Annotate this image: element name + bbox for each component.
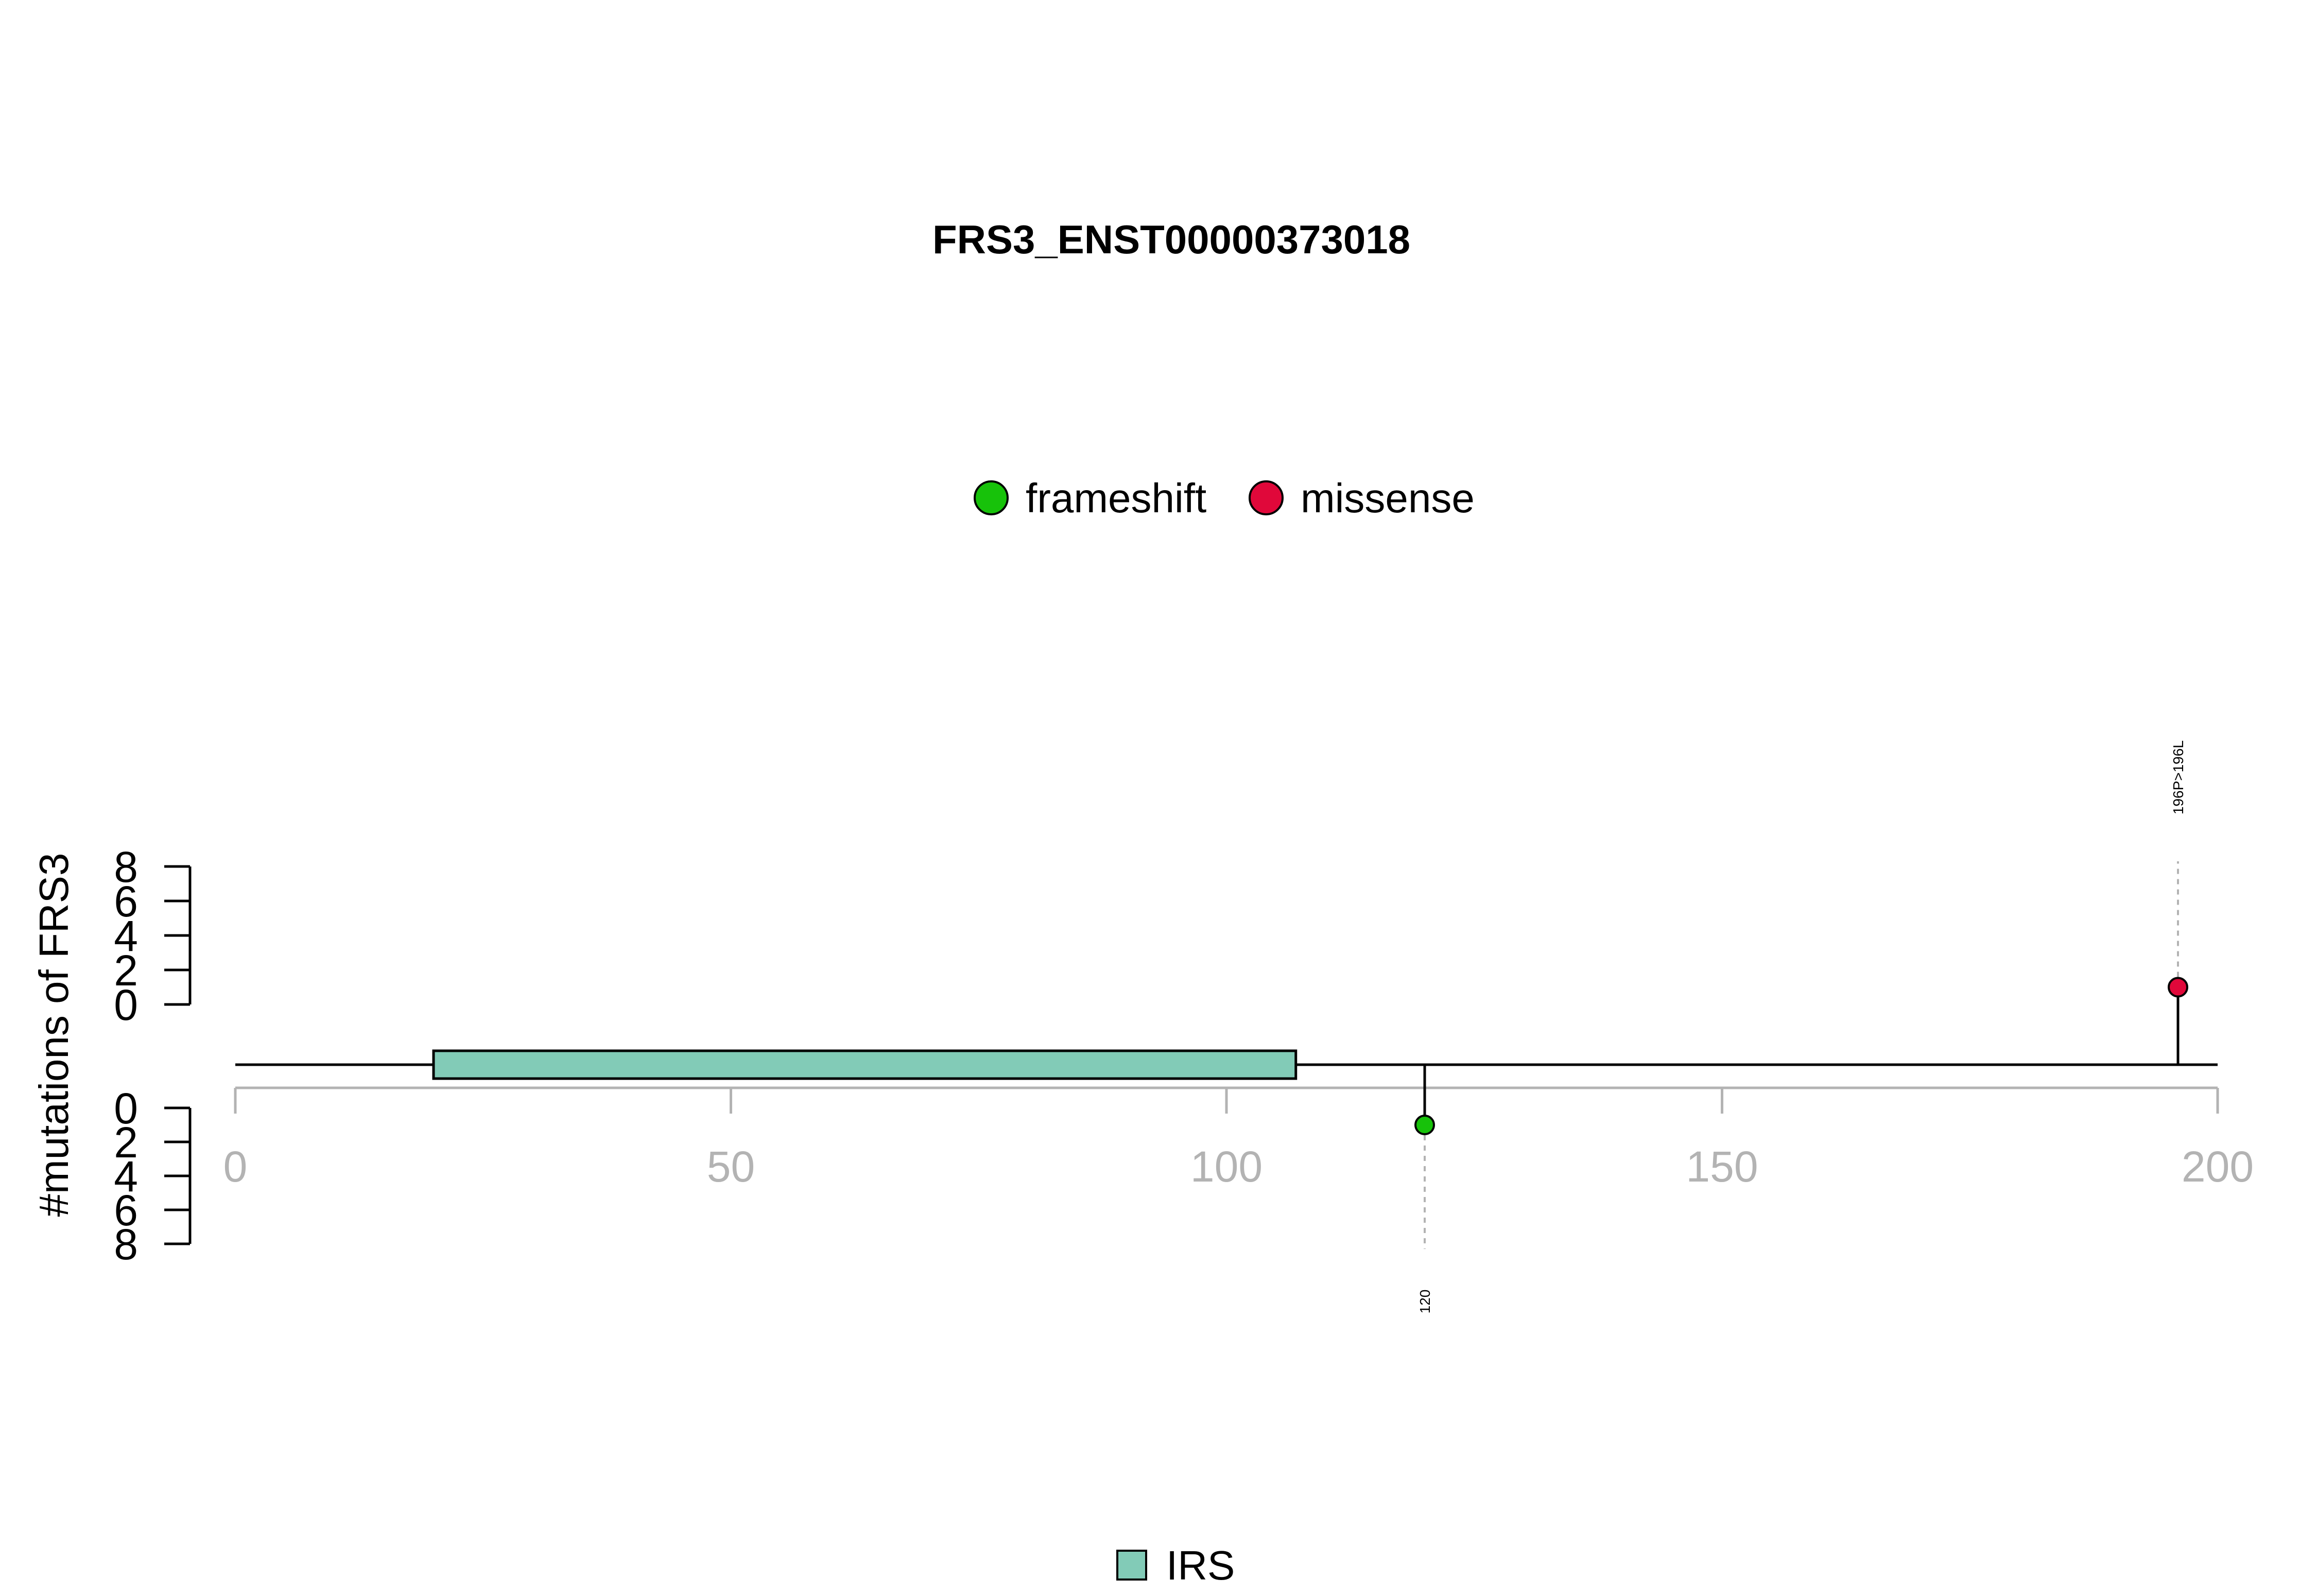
legend-swatch-frameshift bbox=[974, 480, 1009, 515]
mutation-label: 196P>196L bbox=[2170, 740, 2186, 814]
legend-label-missense: missense bbox=[1301, 475, 1475, 521]
x-tick-label: 150 bbox=[1686, 1142, 1758, 1191]
bottom-y-tick-label: 8 bbox=[114, 1220, 138, 1269]
mutation-point-missense bbox=[2168, 977, 2188, 998]
x-tick-label: 100 bbox=[1190, 1142, 1263, 1191]
legend-label-frameshift: frameshift bbox=[1026, 475, 1206, 521]
bottom-y-tick-label: 6 bbox=[114, 1186, 138, 1235]
mutation-point-frameshift bbox=[1414, 1115, 1435, 1135]
domain-irs bbox=[432, 1049, 1298, 1080]
top-y-tick-label: 8 bbox=[114, 843, 138, 891]
mutation-type-legend: frameshift missense bbox=[974, 475, 1475, 521]
top-y-tick-label: 0 bbox=[114, 981, 138, 1029]
legend-swatch-missense bbox=[1249, 480, 1284, 515]
x-tick-label: 0 bbox=[223, 1142, 248, 1191]
chart-title: FRS3_ENST00000373018 bbox=[932, 217, 1410, 262]
legend-swatch-irs bbox=[1116, 1550, 1147, 1581]
x-tick-label: 50 bbox=[707, 1142, 755, 1191]
top-y-tick-label: 6 bbox=[114, 877, 138, 926]
top-y-tick-label: 4 bbox=[114, 912, 138, 960]
bottom-y-tick-label: 2 bbox=[114, 1118, 138, 1167]
legend-label-irs: IRS bbox=[1166, 1542, 1235, 1588]
domain-legend: IRS bbox=[1116, 1542, 1235, 1588]
bottom-y-tick-label: 4 bbox=[114, 1152, 138, 1201]
top-y-tick-label: 2 bbox=[114, 946, 138, 995]
bottom-y-tick-label: 0 bbox=[114, 1084, 138, 1133]
mutation-label: 120 bbox=[1417, 1290, 1433, 1314]
y-axis-label: #mutations of FRS3 bbox=[31, 853, 77, 1217]
x-tick-label: 200 bbox=[2182, 1142, 2254, 1191]
